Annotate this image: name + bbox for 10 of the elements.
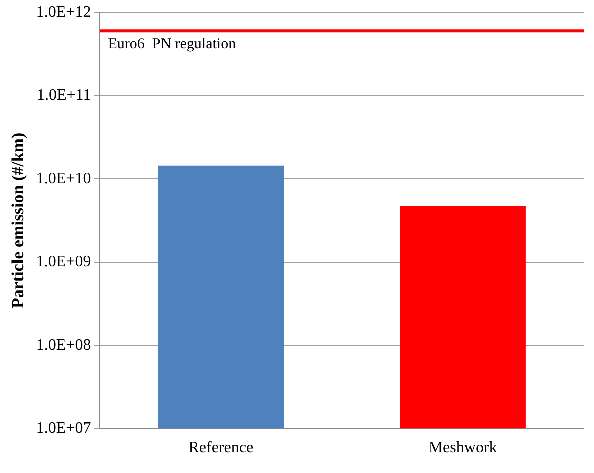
x-tick-label: Reference <box>188 440 254 457</box>
ref-line-label: Euro6 PN regulation <box>108 36 237 53</box>
x-tick-label: Meshwork <box>428 440 498 457</box>
y-tick-label: 1.0E+09 <box>36 254 92 271</box>
y-tick-label: 1.0E+08 <box>36 336 92 354</box>
y-tick-label: 1.0E+07 <box>36 420 92 438</box>
y-tick-label: 1.0E+10 <box>36 170 92 188</box>
y-axis-title: Particle emission (#/km) <box>8 132 28 309</box>
y-tick-label: 1.0E+11 <box>36 87 92 104</box>
y-tick-label: 1.0E+12 <box>36 4 92 21</box>
